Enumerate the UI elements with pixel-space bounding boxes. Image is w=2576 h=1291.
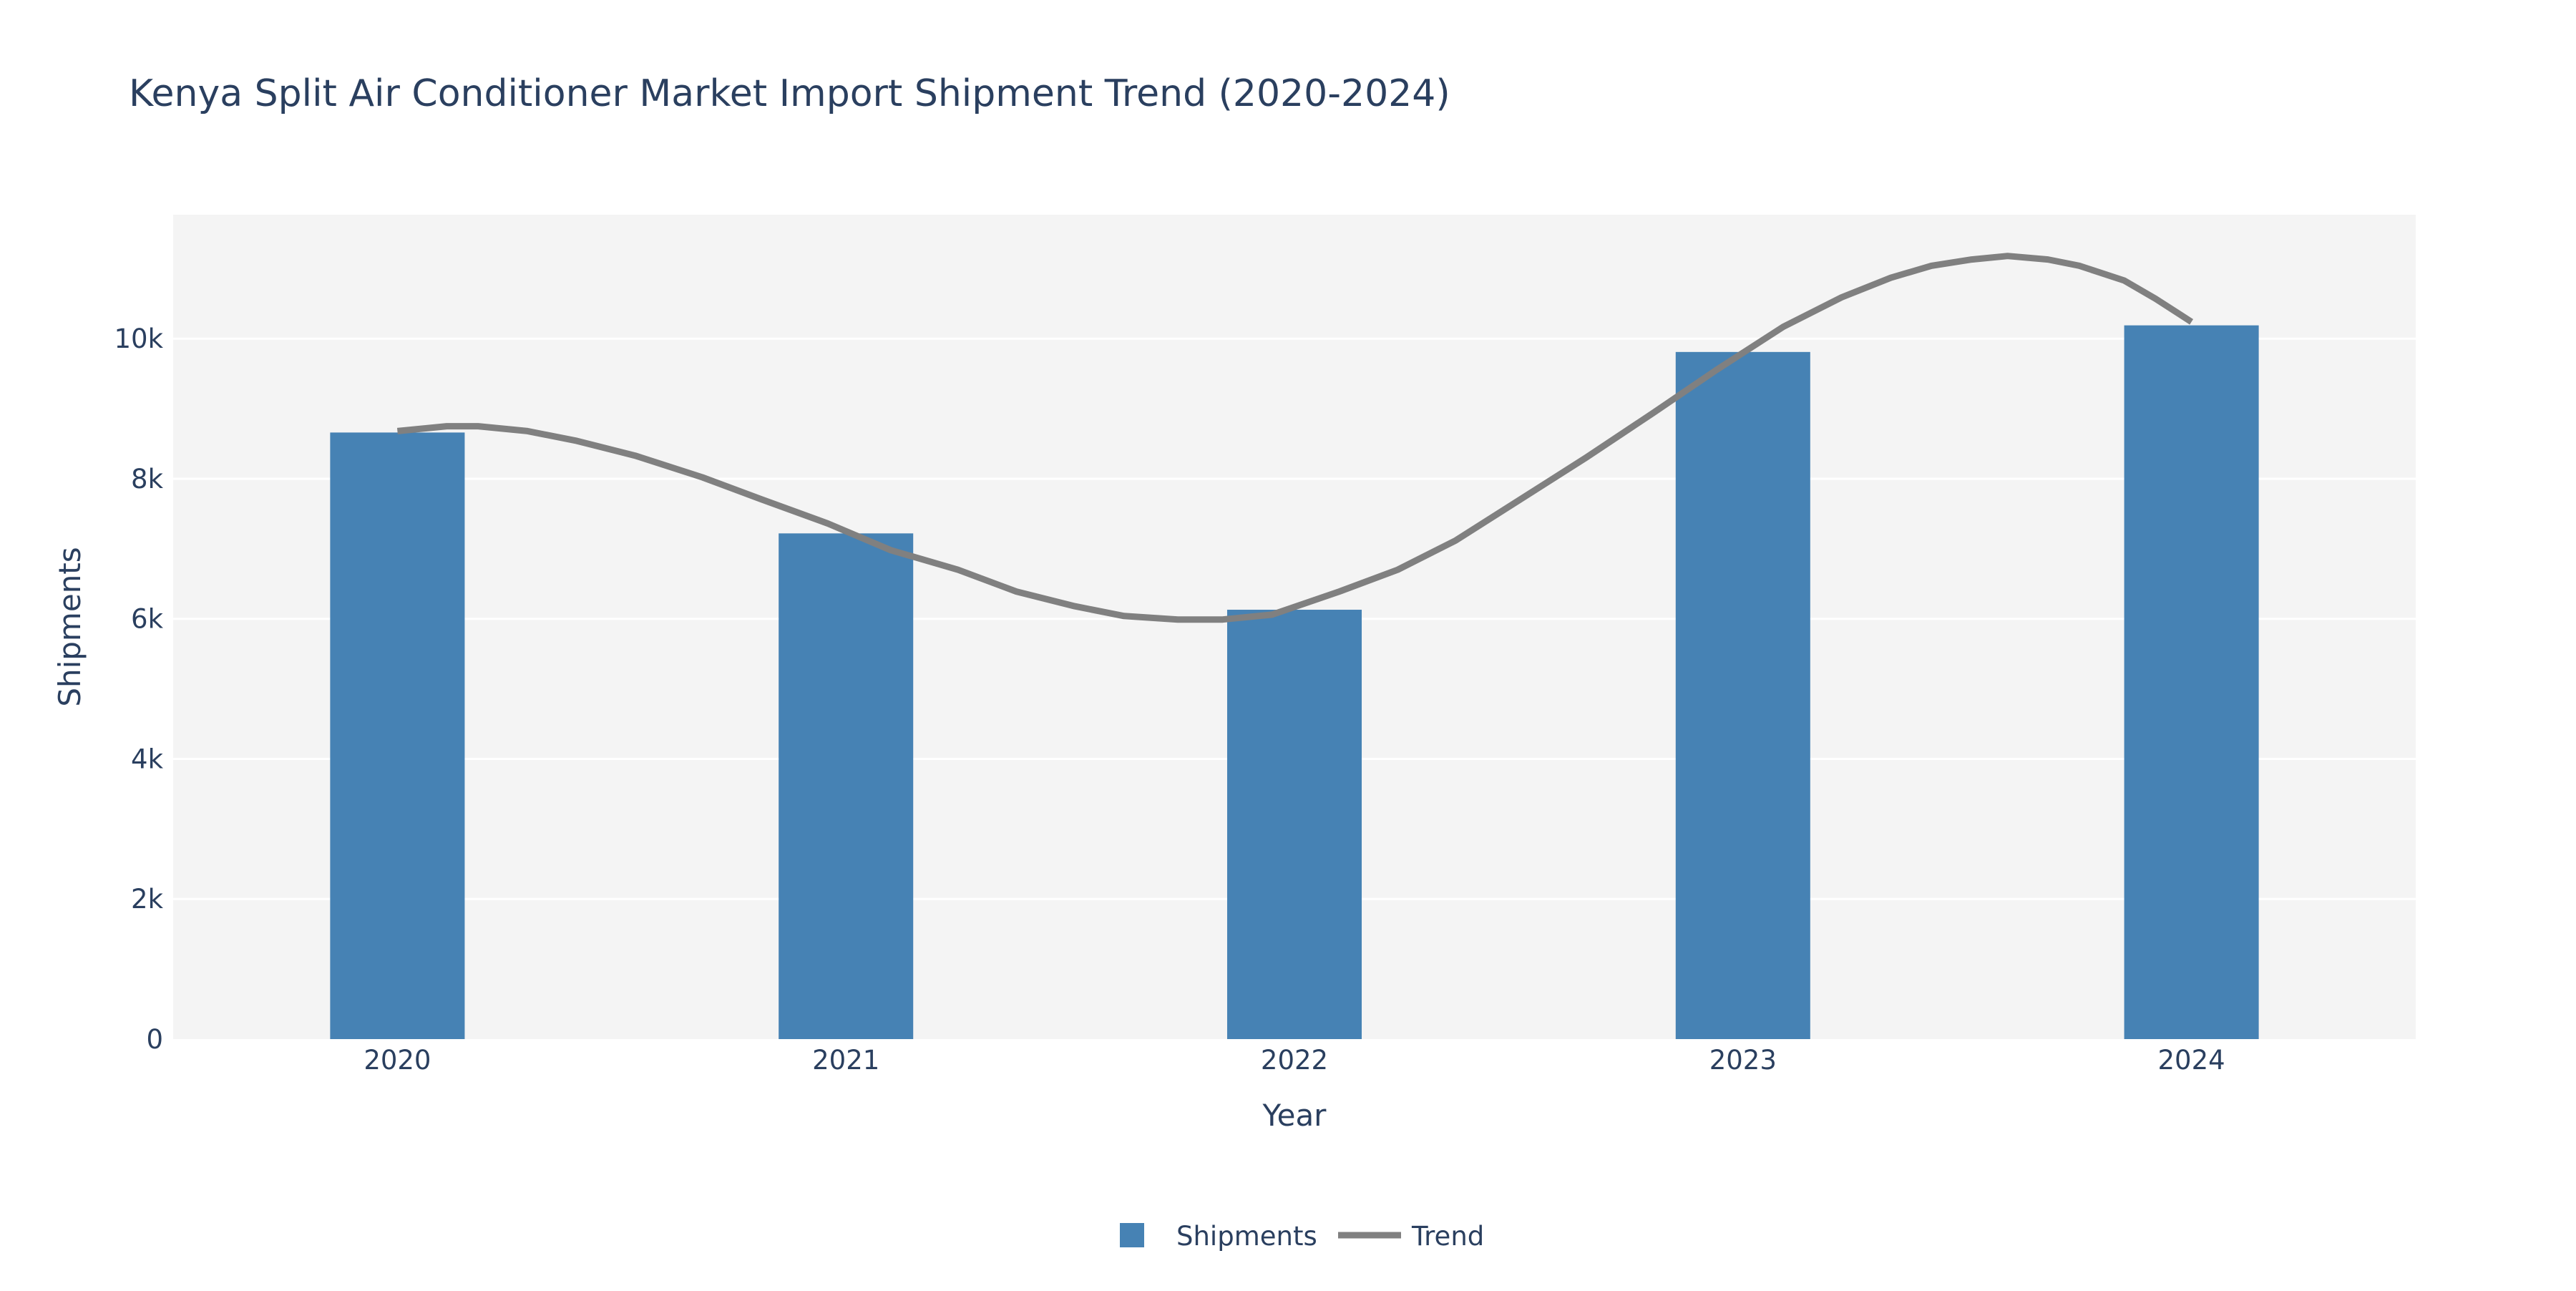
x-axis-ticks: 2020 2021 2022 2023 2024	[364, 1045, 2225, 1076]
bars	[330, 325, 2259, 1039]
y-axis-title: Shipments	[52, 547, 87, 706]
bar-2021[interactable]	[779, 533, 914, 1039]
x-tick-label: 2024	[2158, 1045, 2225, 1076]
legend: Shipments Trend	[1120, 1221, 1484, 1252]
y-tick-label: 2k	[131, 884, 164, 915]
x-tick-label: 2023	[1709, 1045, 1777, 1076]
legend-shipments-label[interactable]: Shipments	[1176, 1221, 1317, 1252]
chart-title: Kenya Split Air Conditioner Market Impor…	[129, 72, 1450, 115]
legend-shipments-swatch	[1120, 1223, 1144, 1247]
y-tick-label: 6k	[131, 604, 164, 635]
x-tick-label: 2020	[364, 1045, 431, 1076]
trend-line	[396, 253, 2194, 623]
y-tick-label: 0	[146, 1024, 163, 1055]
x-axis-title: Year	[1262, 1098, 1327, 1133]
bar-2024[interactable]	[2124, 325, 2259, 1039]
y-tick-label: 10k	[114, 323, 163, 354]
x-tick-label: 2022	[1261, 1045, 1328, 1076]
bar-2022[interactable]	[1226, 610, 1362, 1039]
x-tick-label: 2021	[812, 1045, 879, 1076]
y-tick-label: 4k	[131, 744, 164, 774]
bar-2023[interactable]	[1675, 351, 1810, 1039]
y-axis-ticks: 0 2k 4k 6k 8k 10k	[114, 323, 163, 1055]
y-tick-label: 8k	[131, 464, 164, 495]
legend-trend-label[interactable]: Trend	[1411, 1221, 1484, 1252]
bar-2020[interactable]	[330, 432, 465, 1039]
